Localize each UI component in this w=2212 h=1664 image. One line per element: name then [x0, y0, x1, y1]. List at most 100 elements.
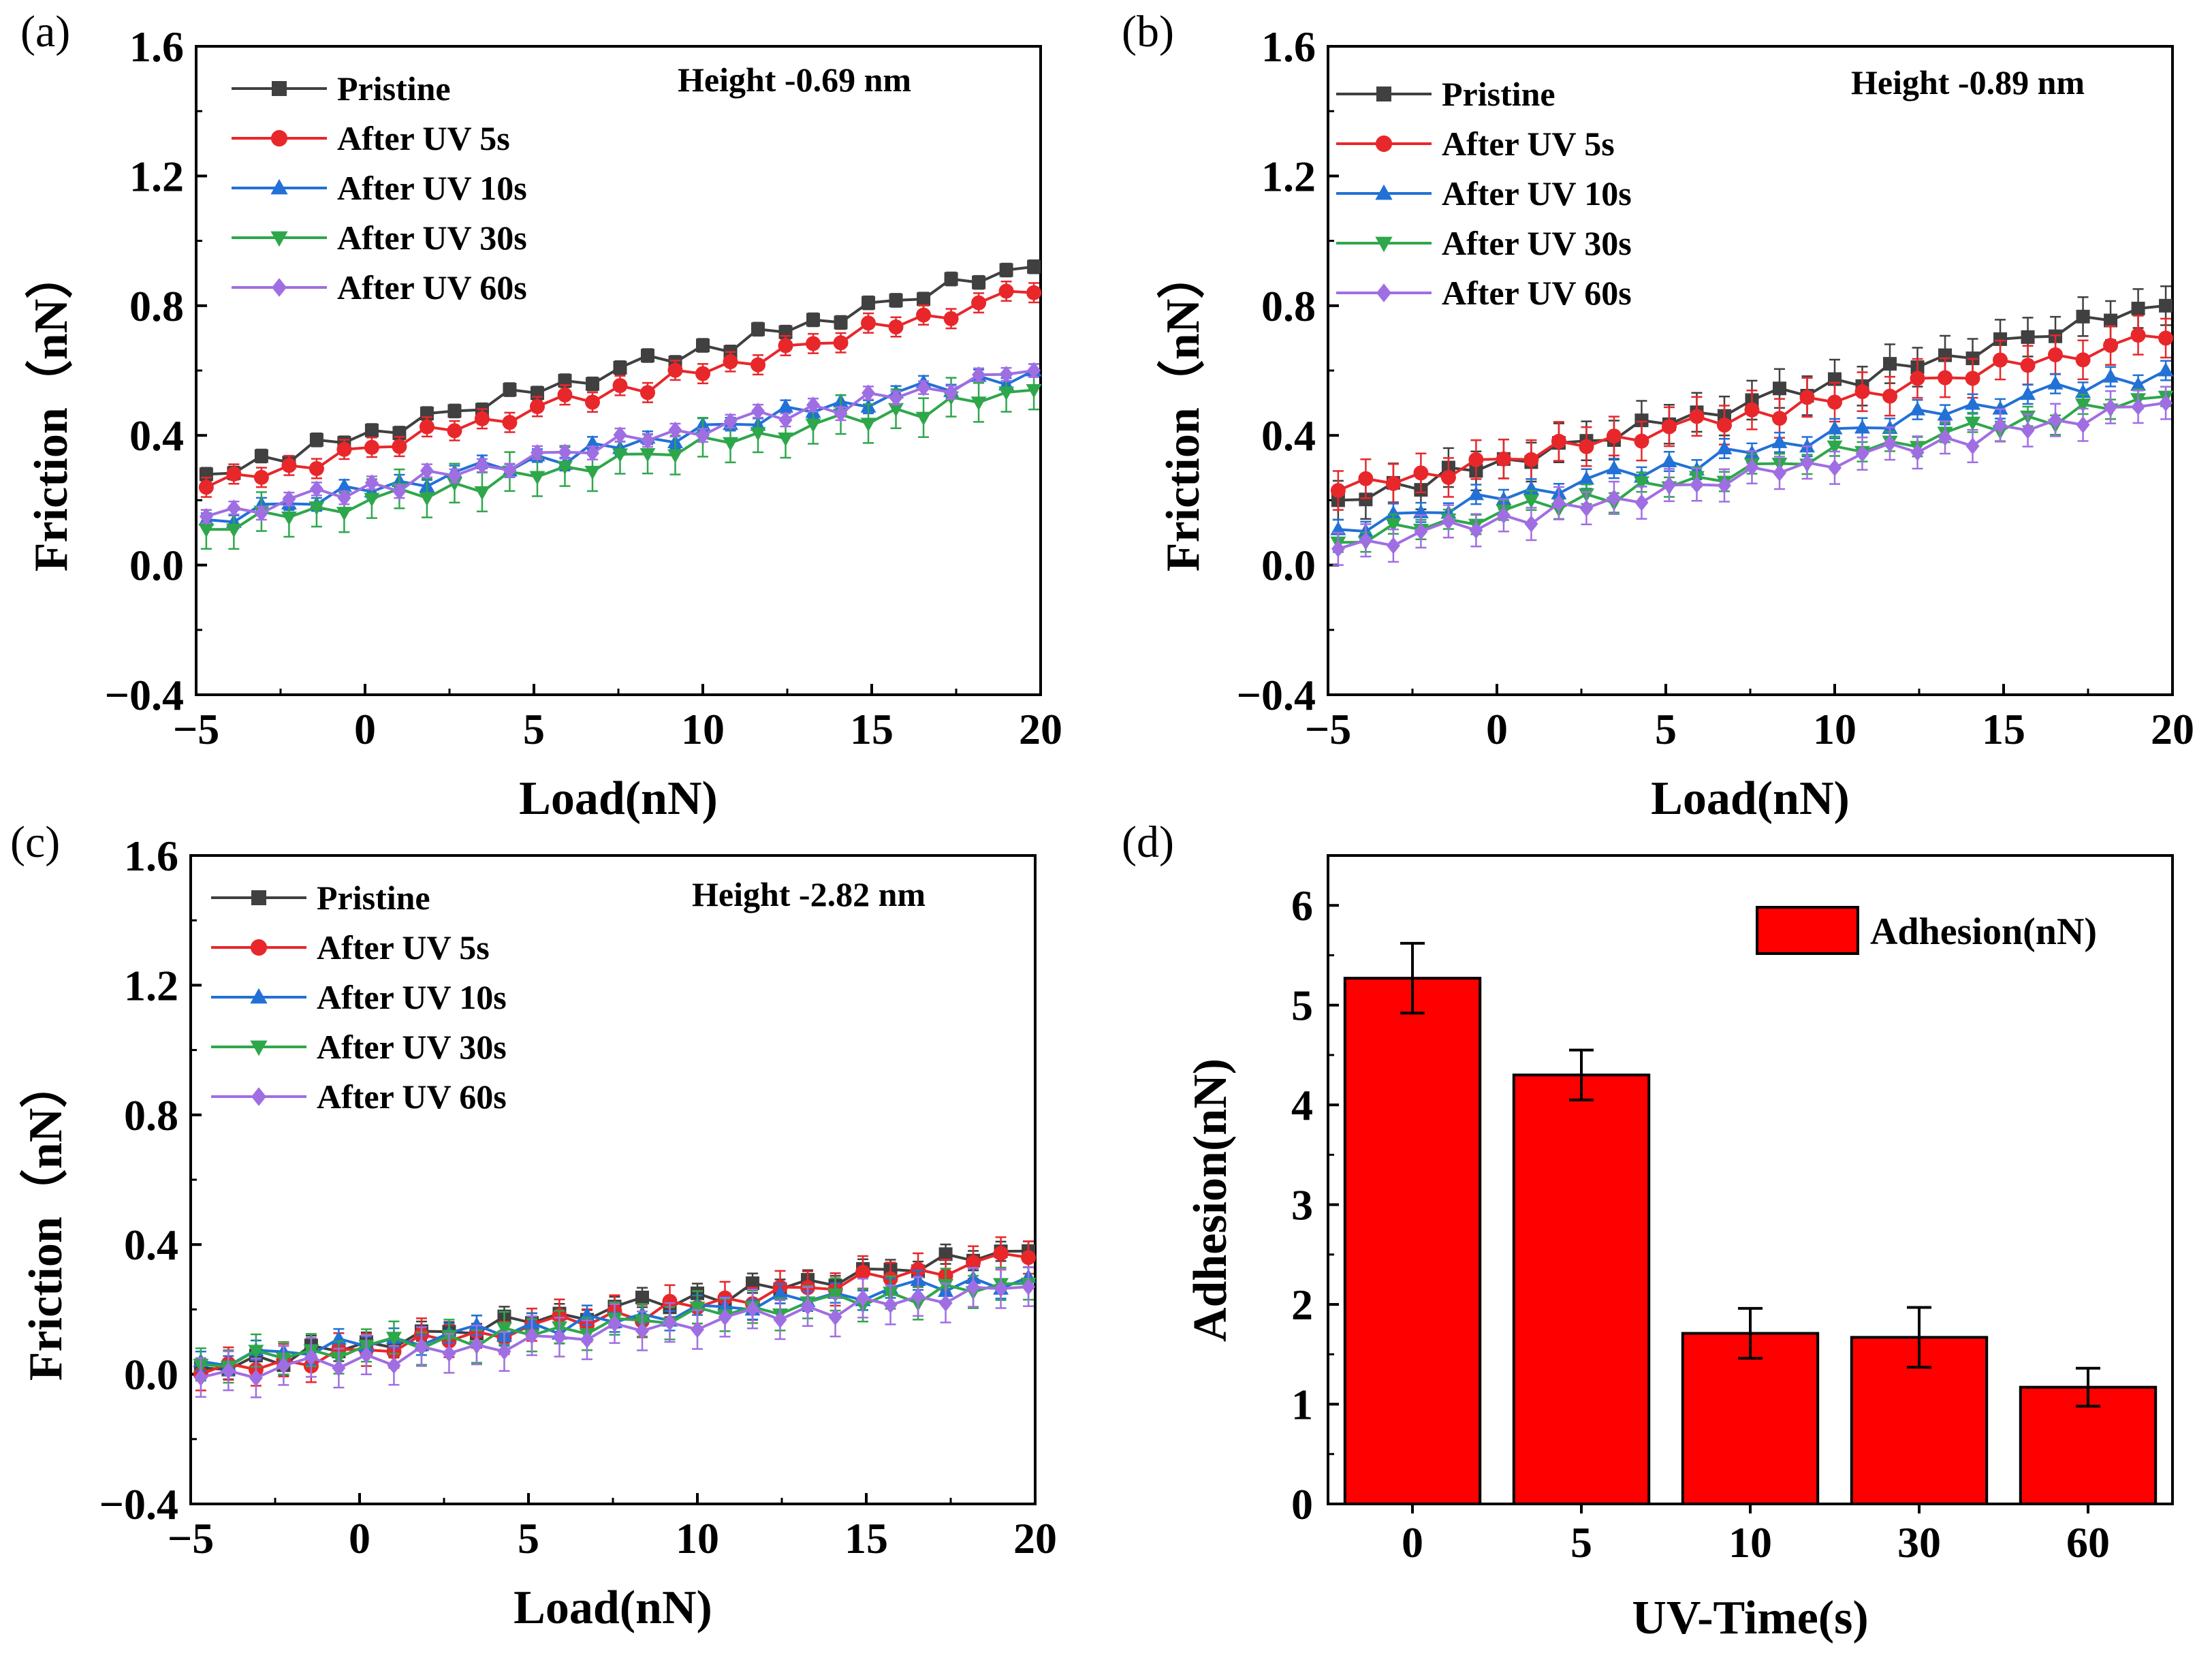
data-point	[1579, 439, 1594, 454]
data-point	[1717, 477, 1731, 495]
data-point	[889, 389, 903, 407]
data-point	[1772, 464, 1786, 482]
x-tick-label: 20	[2151, 705, 2194, 753]
data-point	[282, 490, 296, 508]
data-point	[524, 1327, 539, 1345]
data-point	[966, 1255, 981, 1270]
legend-marker	[1376, 87, 1391, 101]
data-point	[364, 492, 380, 507]
data-point	[1607, 489, 1621, 507]
data-point	[966, 1278, 981, 1296]
data-point	[1910, 401, 1926, 415]
data-point	[689, 1301, 706, 1316]
y-tick-label: 0.0	[129, 541, 184, 590]
data-point	[613, 426, 627, 444]
data-point	[1413, 465, 1429, 481]
data-point	[1800, 454, 1814, 471]
legend-label: After UV 5s	[317, 928, 490, 967]
data-point	[944, 272, 958, 286]
data-point	[778, 411, 793, 429]
data-point	[778, 398, 794, 413]
legend-label: After UV 30s	[337, 219, 527, 257]
data-point	[1496, 451, 1511, 467]
x-tick-label: 5	[523, 705, 545, 753]
x-tick-label: −5	[168, 1514, 214, 1563]
x-tick-label: −5	[1305, 705, 1351, 753]
data-point	[778, 432, 794, 447]
data-point	[862, 384, 876, 402]
x-tick-label: 10	[681, 705, 725, 753]
data-point	[254, 449, 268, 463]
data-point	[718, 1308, 732, 1326]
y-tick-label: −0.4	[99, 1480, 178, 1528]
data-point	[998, 386, 1015, 401]
y-tick-label: 1	[1291, 1381, 1313, 1429]
y-tick-label: 0.4	[129, 411, 184, 460]
data-point	[1854, 384, 1870, 400]
panel-label: (b)	[1122, 7, 1174, 57]
data-point	[2020, 386, 2036, 401]
data-point	[828, 1308, 842, 1326]
data-point	[1606, 428, 1622, 444]
data-point	[474, 411, 490, 426]
data-point	[227, 499, 241, 517]
data-point	[1385, 505, 1402, 520]
data-point	[469, 1317, 485, 1332]
x-axis-title: Load(nN)	[519, 772, 718, 825]
legend-marker	[251, 1087, 266, 1106]
data-point	[640, 432, 654, 450]
data-point	[1827, 394, 1842, 410]
annotation: Height -0.69 nm	[678, 61, 911, 99]
data-point	[1441, 512, 1455, 530]
data-point	[2131, 398, 2145, 415]
legend-marker	[272, 278, 287, 297]
data-point	[696, 339, 710, 353]
data-point	[1524, 515, 1538, 533]
y-tick-label: 3	[1291, 1181, 1313, 1229]
y-tick-label: 1.6	[124, 832, 178, 880]
bar	[1343, 977, 1482, 1505]
y-tick-label: 4	[1291, 1081, 1313, 1129]
data-point	[998, 283, 1014, 299]
data-point	[801, 1298, 815, 1315]
x-tick-label: 0	[349, 1514, 370, 1563]
data-point	[364, 439, 379, 455]
data-point	[972, 366, 986, 383]
data-point	[1992, 401, 2008, 415]
data-point	[723, 354, 738, 370]
data-point	[943, 311, 959, 326]
data-point	[392, 483, 407, 501]
data-point	[662, 1293, 678, 1309]
data-point	[248, 1345, 264, 1359]
x-tick-label: 10	[1813, 705, 1856, 753]
legend-marker	[1375, 135, 1393, 153]
data-point	[889, 293, 903, 307]
x-tick-label: 5	[1655, 705, 1677, 753]
data-point	[387, 1357, 401, 1375]
data-point	[1744, 402, 1760, 418]
legend-label: After UV 5s	[1442, 125, 1615, 163]
legend: Adhesion(nN)	[1756, 906, 2097, 955]
x-tick-label: 20	[1019, 705, 1062, 753]
data-point	[750, 426, 766, 441]
data-point	[2104, 313, 2118, 328]
data-point	[2047, 375, 2064, 390]
data-point	[917, 379, 931, 396]
data-point	[503, 461, 517, 479]
data-point	[497, 1343, 511, 1360]
data-point	[1026, 384, 1042, 398]
data-point	[773, 1310, 787, 1328]
legend-label: After UV 5s	[337, 119, 510, 157]
panel-2: (b) −0.4 0.0 0.4 0.8 1.2 1.6 −5 0 5 10 15 20 Load(nN)…	[1122, 7, 2194, 825]
data-point	[1027, 362, 1041, 379]
y-tick-label: 2	[1291, 1281, 1313, 1329]
data-point	[332, 1360, 346, 1377]
x-tick-label: 0	[354, 705, 376, 753]
data-point	[552, 1328, 567, 1346]
data-point	[856, 1289, 870, 1307]
panel-1: (a) −0.4 0.0 0.4 0.8 1.2 1.6 −5 0 5 10 15 20 Load(nN)…	[20, 7, 1062, 825]
data-point	[530, 444, 544, 462]
data-point	[2159, 298, 2173, 313]
data-point	[558, 373, 572, 388]
data-point	[635, 1290, 649, 1304]
